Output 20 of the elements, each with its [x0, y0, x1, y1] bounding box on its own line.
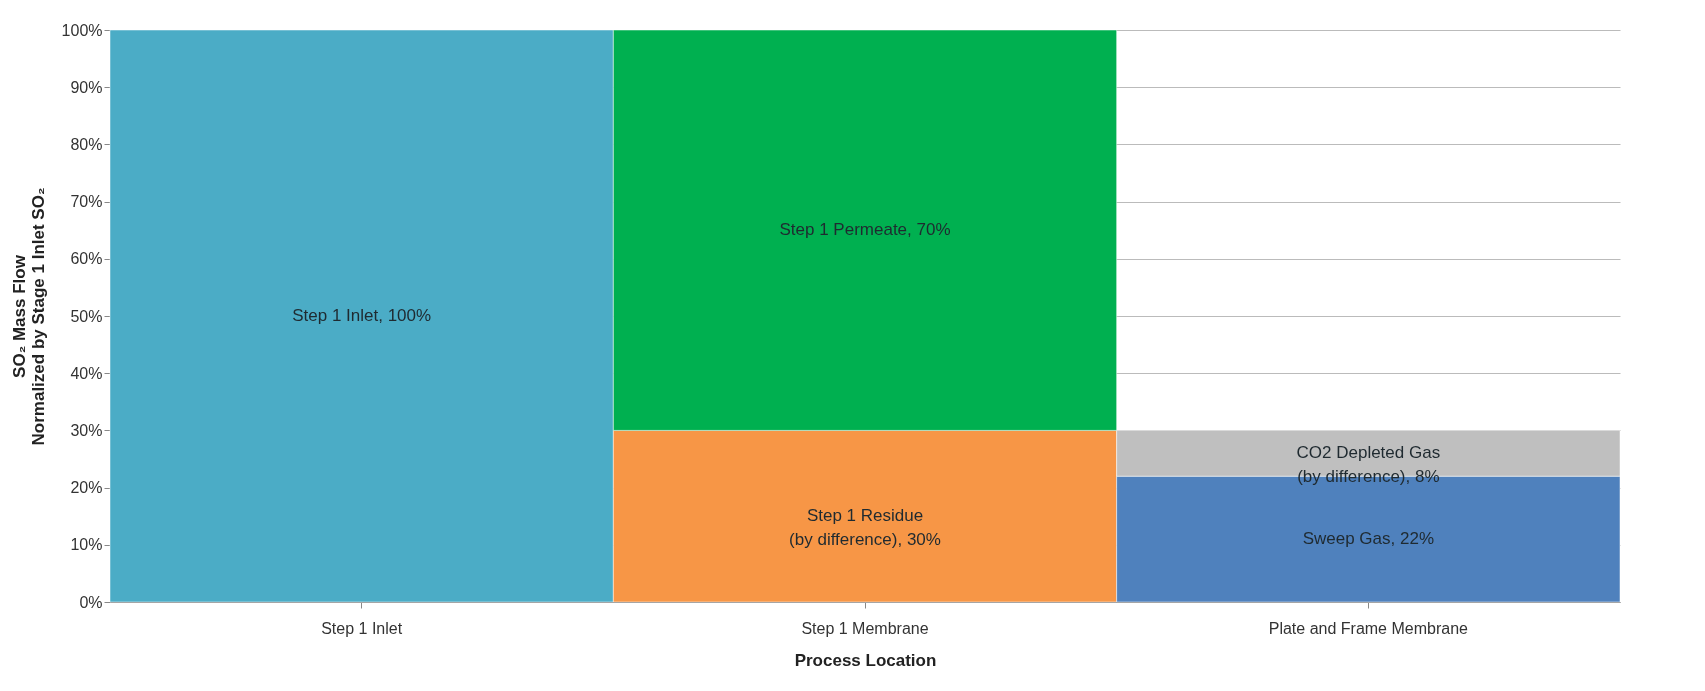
y-tick-label: 80%	[70, 135, 103, 153]
x-tick-label: Step 1 Inlet	[321, 619, 403, 637]
data-label: Step 1 Residue (by difference), 30%	[789, 506, 941, 550]
y-tick-label: 90%	[70, 78, 103, 96]
data-label: Step 1 Permeate, 70%	[779, 220, 951, 240]
data-label: Step 1 Inlet, 100%	[292, 306, 432, 325]
y-tick-label: 70%	[70, 193, 103, 211]
y-tick-label: 10%	[70, 536, 103, 554]
y-tick-label: 60%	[70, 250, 103, 268]
y-tick-label: 100%	[61, 21, 103, 39]
y-tick-label: 0%	[79, 593, 103, 611]
y-axis-title: SO₂ Mass Flow Normalized by Stage 1 Inlet SO₂	[9, 187, 48, 446]
x-tick-label: Step 1 Membrane	[801, 619, 929, 637]
data-label: Sweep Gas, 22%	[1302, 529, 1435, 549]
y-tick-label: 40%	[70, 364, 103, 382]
y-tick-label: 20%	[70, 479, 103, 497]
y-tick-label: 30%	[70, 421, 103, 439]
x-tick-label: Plate and Frame Membrane	[1268, 619, 1469, 637]
y-tick-label: 50%	[70, 307, 103, 325]
x-axis-title: Process Location	[794, 650, 937, 670]
